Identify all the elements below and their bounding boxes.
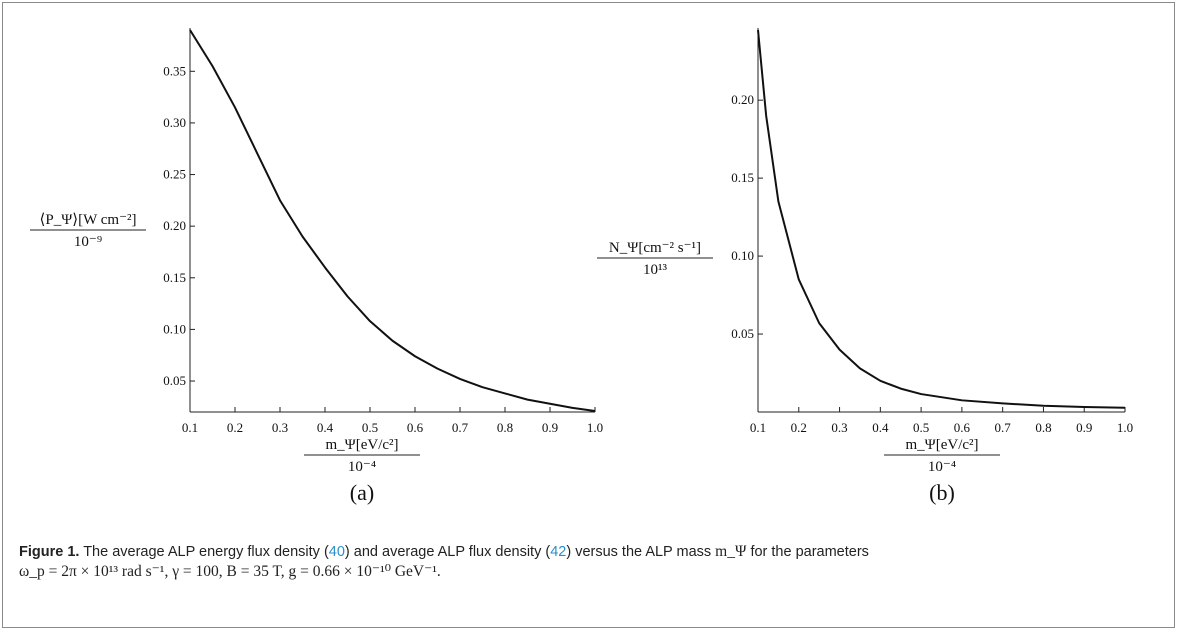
y-tick-label: 0.35 <box>163 63 186 78</box>
x-tick-label: 0.6 <box>407 420 424 435</box>
x-tick-label: 0.8 <box>497 420 513 435</box>
caption-text-2: ) and average ALP flux density ( <box>344 544 551 560</box>
caption-label: Figure 1. <box>19 544 80 560</box>
equation-ref-40[interactable]: 40 <box>328 544 345 560</box>
x-tick-label: 0.7 <box>452 420 469 435</box>
y-tick-label: 0.10 <box>163 321 186 336</box>
caption-text-3: ) versus the ALP mass <box>566 544 716 560</box>
y-tick-label: 0.20 <box>163 218 186 233</box>
x-tick-label: 0.2 <box>227 420 243 435</box>
x-tick-label: 0.1 <box>750 420 766 435</box>
y-tick-label: 0.25 <box>163 167 186 182</box>
equation-ref-42[interactable]: 42 <box>550 544 567 560</box>
panel-label: (a) <box>350 480 374 505</box>
x-tick-label: 0.5 <box>362 420 378 435</box>
x-tick-label: 0.8 <box>1035 420 1051 435</box>
y-tick-label: 0.20 <box>731 92 754 107</box>
x-axis-label-numerator: m_Ψ[eV/c²] <box>325 437 398 453</box>
y-axis-label-numerator: N_Ψ[cm⁻² s⁻¹] <box>609 240 701 256</box>
caption-parameters: ω_p = 2π × 10¹³ rad s⁻¹, γ = 100, B = 35… <box>19 563 441 580</box>
x-tick-label: 0.9 <box>1076 420 1092 435</box>
x-tick-label: 0.1 <box>182 420 198 435</box>
x-tick-label: 0.4 <box>872 420 889 435</box>
series-line <box>757 29 1126 409</box>
x-tick-label: 0.6 <box>954 420 971 435</box>
x-axis-label-denominator: 10⁻⁴ <box>348 459 376 475</box>
caption-mass-symbol: m_Ψ <box>715 543 747 560</box>
panel-label: (b) <box>929 480 955 505</box>
figure-caption: Figure 1. The average ALP energy flux de… <box>19 542 1149 582</box>
x-tick-label: 0.5 <box>913 420 929 435</box>
y-tick-label: 0.10 <box>731 248 754 263</box>
x-tick-label: 0.3 <box>272 420 288 435</box>
series-line <box>189 29 596 412</box>
caption-text-4: for the parameters <box>746 544 869 560</box>
x-tick-label: 0.3 <box>831 420 847 435</box>
x-tick-label: 0.9 <box>542 420 558 435</box>
x-tick-label: 1.0 <box>587 420 603 435</box>
x-tick-label: 0.4 <box>317 420 334 435</box>
x-axis-label-denominator: 10⁻⁴ <box>928 459 956 475</box>
y-tick-label: 0.15 <box>163 270 186 285</box>
x-tick-label: 0.2 <box>791 420 807 435</box>
x-tick-label: 0.7 <box>995 420 1012 435</box>
y-axis-label-denominator: 10⁻⁹ <box>74 234 102 250</box>
y-axis-label-numerator: ⟨P_Ψ⟩[W cm⁻²] <box>40 212 137 228</box>
y-tick-label: 0.30 <box>163 115 186 130</box>
caption-text-1: The average ALP energy flux density ( <box>79 544 329 560</box>
x-axis-label-numerator: m_Ψ[eV/c²] <box>905 437 978 453</box>
y-tick-label: 0.15 <box>731 170 754 185</box>
y-axis-label-denominator: 10¹³ <box>643 262 667 278</box>
x-tick-label: 1.0 <box>1117 420 1133 435</box>
figure-canvas: 0.1 0.2 0.3 0.4 0.5 0.6 0.7 0.8 0.9 1.0 0.05 0.10 0.… <box>30 28 1133 505</box>
y-tick-label: 0.05 <box>163 373 186 388</box>
y-tick-label: 0.05 <box>731 326 754 341</box>
